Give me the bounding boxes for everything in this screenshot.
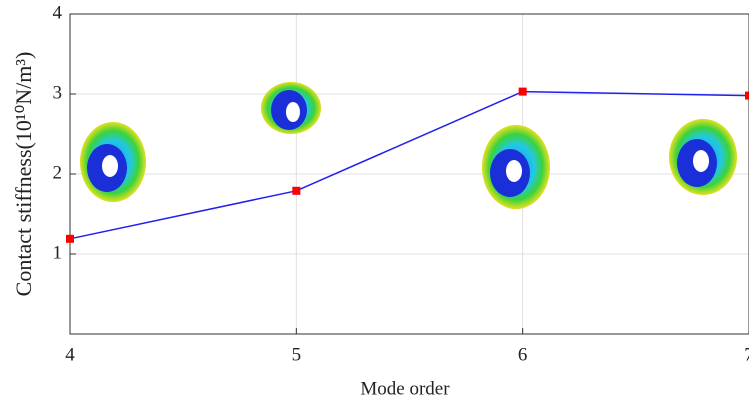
page: {"chart_data": {"type": "line", "xlabel"… [0,0,749,406]
data-line [70,92,749,239]
x-tick-label: 4 [65,344,75,365]
y-tick-label: 1 [53,242,63,263]
data-point [292,187,300,195]
data-point [519,88,527,96]
mode-shape-image [669,119,737,195]
x-axis-label: Mode order [360,378,450,399]
mode-shape-images [80,82,737,209]
y-tick-label: 4 [53,2,63,23]
x-tick-label: 7 [744,344,749,365]
mode-shape-image [482,125,550,209]
mode-shape-image [80,122,146,202]
data-point [66,235,74,243]
mode-shape-image [261,82,321,134]
y-tick-label: 2 [53,162,63,183]
x-tick-label: 5 [292,344,302,365]
data-point [745,92,749,100]
x-tick-label: 6 [518,344,528,365]
chart: Mode order Contact stiffness(10¹⁰N/m³) 1… [0,0,749,406]
y-axis-label: Contact stiffness(10¹⁰N/m³) [11,52,36,297]
y-tick-label: 3 [53,82,63,103]
